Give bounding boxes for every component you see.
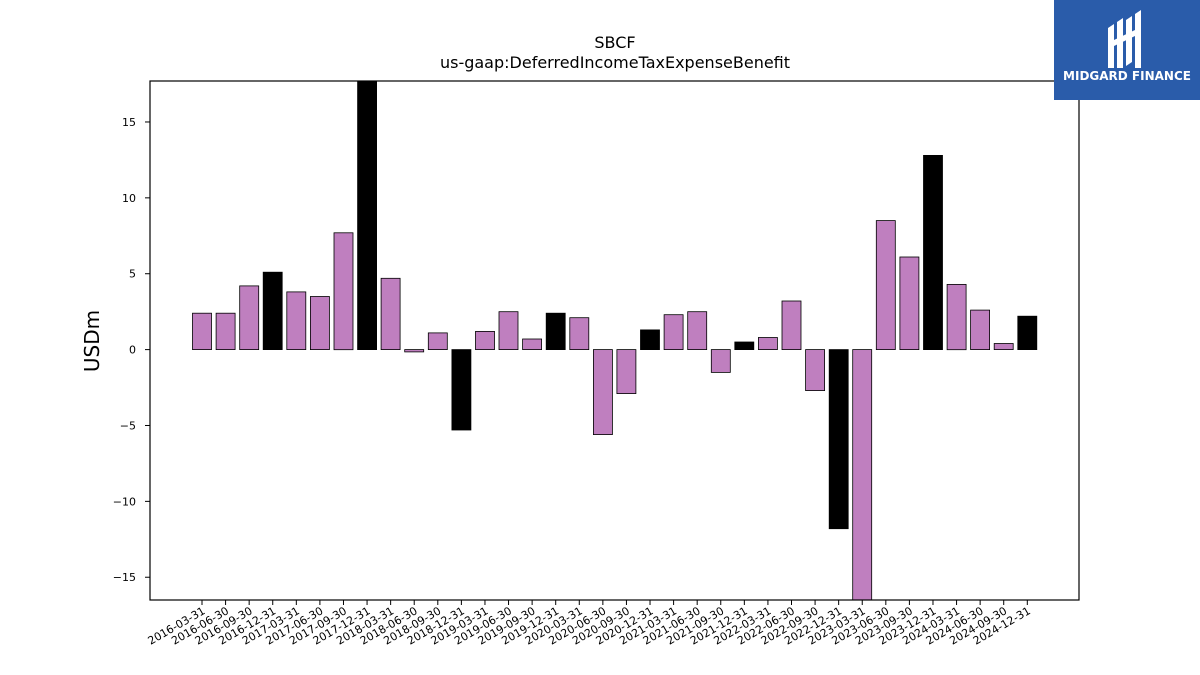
bar-2022-06-30 — [781, 300, 802, 350]
bar-2017-03-31 — [286, 291, 307, 350]
bar-2019-12-31 — [545, 312, 566, 351]
bar-2022-12-31 — [828, 349, 849, 530]
bar-2020-03-31 — [569, 317, 590, 351]
logo-mark-icon — [1054, 0, 1200, 100]
y-tick-label: −15 — [113, 571, 136, 584]
y-tick-label: −5 — [120, 419, 136, 432]
midgard-finance-logo: MIDGARD FINANCE — [1054, 0, 1200, 100]
y-tick-label: 10 — [122, 192, 136, 205]
bars-group — [192, 80, 1038, 601]
bar-2021-06-30 — [687, 311, 708, 351]
x-ticks-group: 2016-03-312016-06-302016-09-302016-12-31… — [146, 600, 1033, 648]
y-ticks-group: −15 −10 −5 0 5 10 15 — [113, 116, 150, 584]
bar-2024-03-31 — [946, 283, 967, 351]
bar-2020-06-30 — [593, 349, 613, 436]
bar-2023-12-31 — [923, 154, 943, 350]
y-axis-label: USDm — [80, 310, 104, 372]
bar-2016-03-31 — [192, 312, 212, 351]
plot-frame — [149, 80, 1080, 601]
bar-2019-06-30 — [498, 311, 519, 351]
bar-2022-09-30 — [805, 349, 825, 392]
y-tick-label: −10 — [113, 495, 136, 508]
bar-2024-09-30 — [993, 343, 1014, 350]
logo-text: MIDGARD FINANCE — [1063, 69, 1191, 83]
bar-2017-12-31 — [357, 80, 378, 351]
bar-2024-06-30 — [970, 309, 990, 351]
bar-2018-12-31 — [451, 349, 472, 431]
bar-2017-06-30 — [309, 296, 330, 350]
bar-2023-06-30 — [875, 220, 896, 351]
bar-2018-06-30 — [404, 349, 425, 353]
y-tick-label: 5 — [129, 268, 136, 281]
bar-2023-03-31 — [852, 349, 873, 601]
bar-2021-12-31 — [734, 341, 755, 350]
chart-subtitle: us-gaap:DeferredIncomeTaxExpenseBenefit — [440, 53, 790, 72]
bar-2021-09-30 — [710, 349, 731, 373]
bar-2017-09-30 — [333, 232, 354, 351]
y-tick-label: 15 — [122, 116, 136, 129]
bar-2022-03-31 — [758, 337, 778, 351]
bar-2018-09-30 — [427, 332, 448, 350]
bar-2016-09-30 — [239, 285, 260, 350]
bar-2019-03-31 — [475, 330, 495, 350]
bar-2024-12-31 — [1017, 315, 1038, 351]
y-tick-label: 0 — [129, 344, 136, 357]
bar-2016-12-31 — [262, 271, 283, 351]
bar-2018-03-31 — [380, 277, 401, 350]
bar-2019-09-30 — [522, 338, 542, 351]
bar-2020-12-31 — [640, 329, 660, 350]
bar-2021-03-31 — [663, 314, 684, 351]
bar-2020-09-30 — [616, 349, 637, 395]
bar-2023-09-30 — [899, 256, 920, 350]
bar-2016-06-30 — [215, 312, 236, 351]
chart-title: SBCF — [594, 33, 635, 52]
